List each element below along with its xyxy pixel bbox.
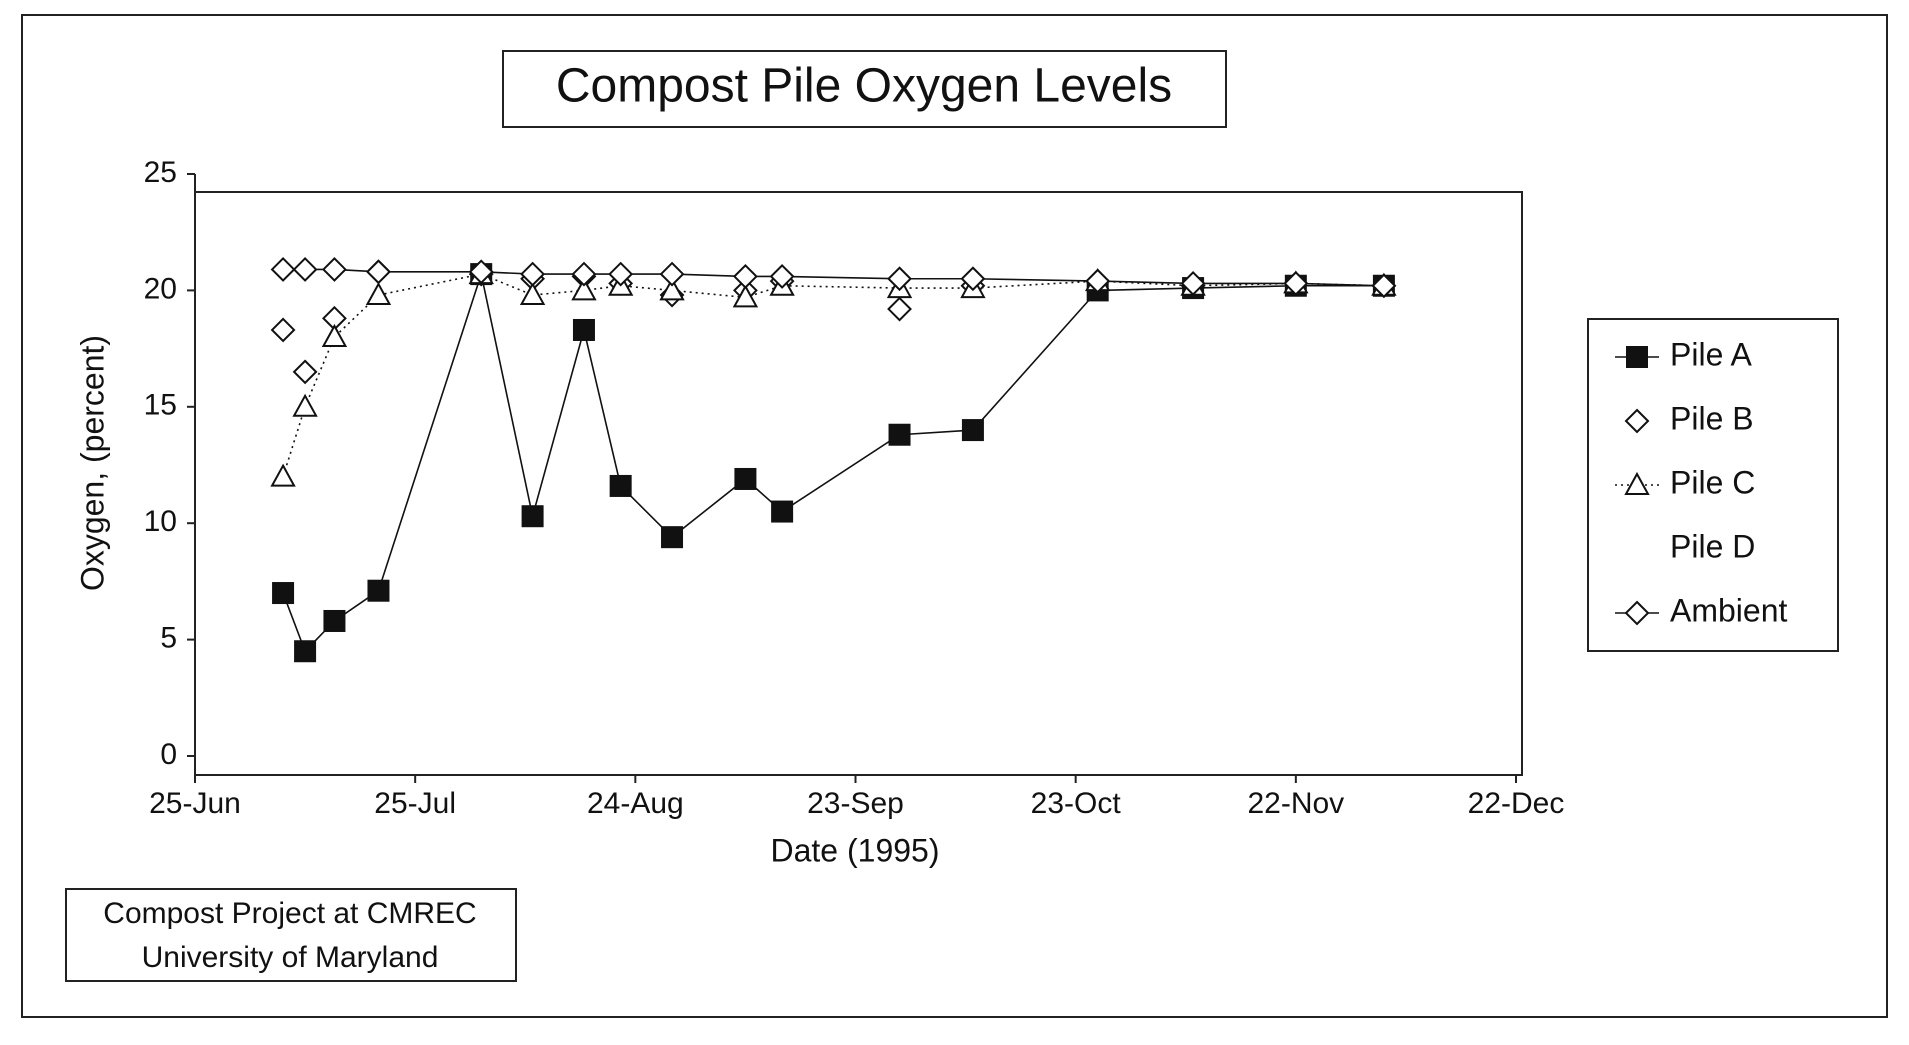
legend-box bbox=[1587, 318, 1839, 652]
y-tick-label: 5 bbox=[160, 622, 177, 655]
marker bbox=[292, 393, 318, 417]
note-line: University of Maryland bbox=[142, 941, 439, 974]
marker bbox=[960, 266, 986, 292]
legend-label: Pile A bbox=[1670, 336, 1752, 372]
marker bbox=[519, 281, 546, 306]
marker bbox=[272, 582, 295, 605]
series-line bbox=[283, 268, 1384, 287]
marker bbox=[608, 261, 634, 287]
marker bbox=[270, 257, 296, 282]
marker bbox=[733, 264, 758, 289]
marker bbox=[1624, 600, 1650, 626]
y-tick-label: 10 bbox=[144, 505, 177, 538]
marker bbox=[734, 467, 757, 490]
marker bbox=[571, 277, 597, 301]
marker bbox=[270, 463, 296, 487]
marker bbox=[771, 500, 794, 523]
marker bbox=[1180, 271, 1206, 296]
note-line: Compost Project at CMREC bbox=[103, 897, 476, 930]
marker bbox=[661, 526, 684, 549]
marker bbox=[1624, 408, 1650, 434]
legend-label: Ambient bbox=[1670, 592, 1788, 628]
note-box bbox=[65, 888, 517, 982]
marker bbox=[468, 259, 494, 285]
marker bbox=[520, 261, 546, 287]
marker bbox=[292, 359, 318, 385]
title-box bbox=[502, 50, 1227, 128]
marker bbox=[1624, 471, 1650, 495]
y-tick-label: 15 bbox=[144, 389, 177, 422]
marker bbox=[732, 284, 759, 308]
y-tick-label: 25 bbox=[144, 156, 177, 189]
legend-label: Pile D bbox=[1670, 528, 1755, 564]
marker bbox=[521, 505, 544, 528]
marker bbox=[367, 579, 390, 602]
marker bbox=[1371, 273, 1397, 299]
marker bbox=[888, 423, 911, 446]
x-tick-label: 25-Jul bbox=[374, 787, 456, 820]
x-tick-label: 24-Aug bbox=[587, 787, 684, 820]
outer-border bbox=[21, 14, 1888, 1018]
chart-title: Compost Pile Oxygen Levels bbox=[556, 60, 1172, 113]
marker bbox=[322, 257, 347, 282]
marker bbox=[1626, 346, 1648, 368]
marker bbox=[1085, 268, 1111, 294]
marker bbox=[294, 640, 317, 663]
marker bbox=[1283, 271, 1309, 296]
marker bbox=[365, 281, 392, 306]
x-tick-label: 22-Nov bbox=[1247, 787, 1344, 820]
y-axis-label: Oxygen, (percent) bbox=[74, 335, 110, 591]
marker bbox=[961, 419, 984, 442]
x-tick-label: 22-Dec bbox=[1468, 787, 1565, 820]
marker bbox=[659, 277, 685, 301]
marker bbox=[323, 609, 346, 632]
marker bbox=[366, 259, 391, 285]
legend-label: Pile C bbox=[1670, 464, 1755, 500]
marker bbox=[270, 317, 296, 343]
marker bbox=[321, 323, 348, 347]
x-tick-label: 23-Sep bbox=[807, 787, 904, 820]
marker bbox=[571, 261, 597, 287]
y-tick-label: 20 bbox=[144, 272, 177, 305]
marker bbox=[887, 296, 912, 322]
marker bbox=[769, 264, 795, 289]
legend-label: Pile B bbox=[1670, 400, 1754, 436]
x-tick-label: 23-Oct bbox=[1031, 787, 1122, 820]
marker bbox=[572, 318, 595, 341]
series-line bbox=[282, 271, 1384, 653]
x-axis-label: Date (1995) bbox=[771, 832, 940, 868]
x-tick-label: 25-Jun bbox=[149, 787, 241, 820]
y-tick-label: 0 bbox=[160, 738, 177, 771]
marker bbox=[292, 257, 318, 282]
marker bbox=[659, 261, 685, 287]
marker bbox=[609, 474, 632, 497]
marker bbox=[887, 266, 912, 292]
plot-frame bbox=[194, 191, 1523, 776]
